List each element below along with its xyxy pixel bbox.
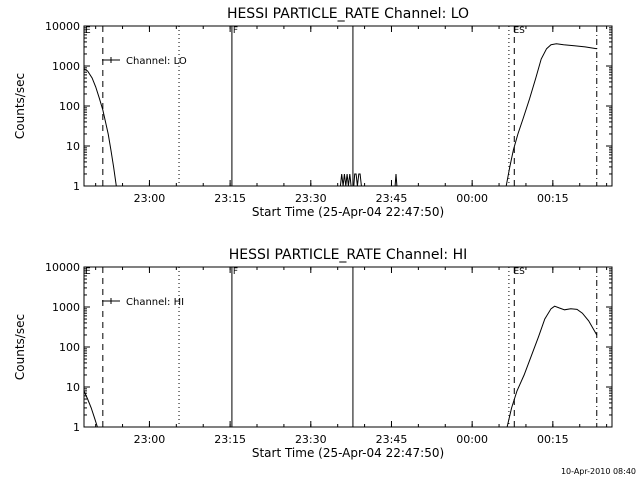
chart-lo-frame xyxy=(83,25,613,187)
chart-lo-flag-label: ES xyxy=(513,26,525,36)
chart-lo-title: HESSI PARTICLE_RATE Channel: LO xyxy=(227,6,469,22)
chart-hi-y-axis-label: Counts/sec xyxy=(13,314,27,380)
chart-hi-x-tick-label: 23:00 xyxy=(134,433,166,446)
chart-hi-x-tick-label: 23:45 xyxy=(376,433,408,446)
chart-hi-x-tick-label: 00:15 xyxy=(537,433,569,446)
lo-channel-panel: HESSI PARTICLE_RATE Channel: LO Start Tim… xyxy=(13,6,613,219)
chart-hi-title: HESSI PARTICLE_RATE Channel: HI xyxy=(229,247,467,263)
chart-lo-series-line xyxy=(84,68,117,186)
chart-hi-legend-label: Channel: HI xyxy=(126,297,184,308)
chart-lo-flag-label: F xyxy=(233,26,238,36)
timestamp-label: 10-Apr-2010 08:40 xyxy=(561,467,636,476)
chart-lo-x-tick-label: 23:45 xyxy=(376,192,408,205)
chart-hi-flag-label: ES xyxy=(513,267,525,277)
chart-hi-flag-label: F xyxy=(233,267,238,277)
chart-hi-series-line xyxy=(84,390,98,427)
chart-lo-legend-label: Channel: LO xyxy=(126,56,187,67)
chart-lo-y-tick-label: 100 xyxy=(59,100,80,113)
chart-hi-flag-label: E xyxy=(85,267,91,277)
chart-lo-x-tick-label: 00:15 xyxy=(537,192,569,205)
chart-lo-x-tick-label: 23:15 xyxy=(214,192,246,205)
chart-lo-series-line xyxy=(339,173,362,186)
chart-lo-y-tick-label: 1000 xyxy=(52,60,80,73)
chart-lo-y-tick-label: 10000 xyxy=(45,20,80,33)
chart-hi-y-tick-label: 1000 xyxy=(52,301,80,314)
chart-lo-y-tick-label: 1 xyxy=(73,180,80,193)
chart-hi-y-tick-label: 100 xyxy=(59,341,80,354)
chart-hi-frame xyxy=(83,266,613,428)
chart-hi-y-tick-label: 1 xyxy=(73,421,80,434)
chart-hi-x-tick-label: 23:30 xyxy=(295,433,327,446)
chart-lo-x-axis-label: Start Time (25-Apr-04 22:47:50) xyxy=(252,205,444,219)
chart-lo-y-axis-label: Counts/sec xyxy=(13,73,27,139)
chart-hi-y-tick-label: 10000 xyxy=(45,261,80,274)
chart-lo-series-line xyxy=(505,43,597,186)
chart-hi-x-tick-label: 00:00 xyxy=(456,433,488,446)
chart-lo-x-tick-label: 00:00 xyxy=(456,192,488,205)
chart-hi-series-line xyxy=(506,305,598,427)
chart-lo-x-tick-label: 23:00 xyxy=(134,192,166,205)
chart-lo-y-tick-label: 10 xyxy=(66,140,80,153)
chart-hi-x-axis-label: Start Time (25-Apr-04 22:47:50) xyxy=(252,446,444,460)
chart-lo-series-line xyxy=(394,173,398,186)
hi-channel-panel: HESSI PARTICLE_RATE Channel: HI Start Tim… xyxy=(13,247,613,460)
chart-lo-x-tick-label: 23:30 xyxy=(295,192,327,205)
chart-lo-flag-label: E xyxy=(85,26,91,36)
chart-hi-y-tick-label: 10 xyxy=(66,381,80,394)
chart-hi-x-tick-label: 23:15 xyxy=(214,433,246,446)
